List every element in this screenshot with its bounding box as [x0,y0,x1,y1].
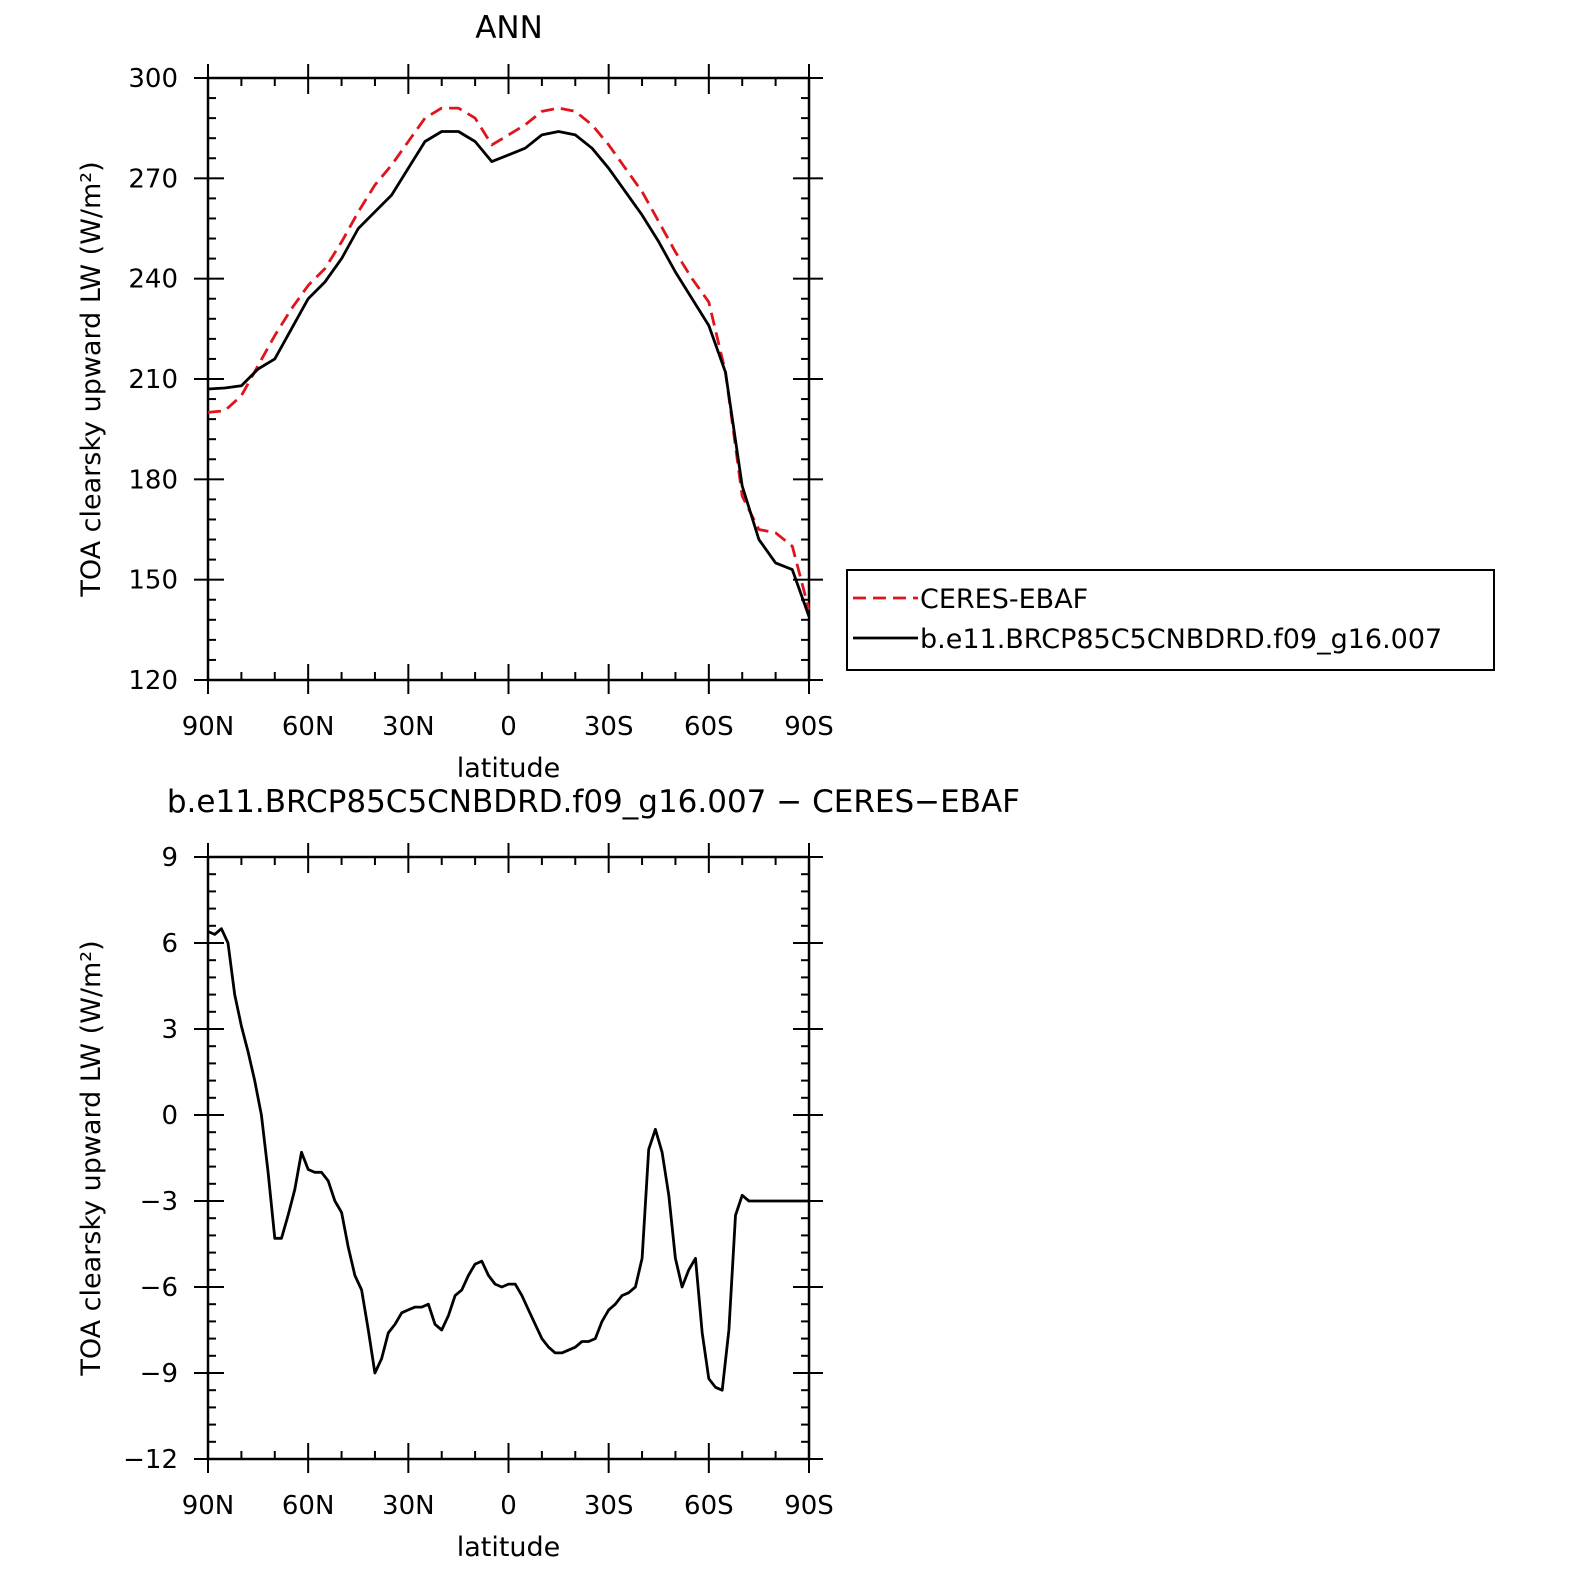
x-tick-label: 60S [684,712,734,742]
y-tick-label: −3 [140,1187,178,1217]
x-tick-label: 60S [684,1491,734,1521]
x-tick-label: 90S [784,1491,834,1521]
y-tick-label: 240 [128,265,178,295]
y-tick-label: 270 [128,164,178,194]
x-tick-label: 60N [282,712,335,742]
y-tick-label: 120 [128,666,178,696]
series-line-0 [207,927,809,1392]
legend: CERES-EBAF b.e11.BRCP85C5CNBDRD.f09_g16.0… [846,569,1495,671]
x-tick-label: 90N [182,1491,235,1521]
y-axis-label: TOA clearsky upward LW (W/m²) [76,161,107,597]
x-tick-label: 0 [500,712,517,742]
x-tick-label: 30N [382,1491,435,1521]
series-line-0 [207,106,811,611]
difference-panel: b.e11.BRCP85C5CNBDRD.f09_g16.007 − CERES… [76,784,1020,1563]
y-tick-label: 0 [161,1101,178,1131]
legend-box [846,569,1495,671]
y-axis-label: TOA clearsky upward LW (W/m²) [76,940,107,1376]
legend-entry: b.e11.BRCP85C5CNBDRD.f09_g16.007 [920,624,1442,655]
y-tick-label: 300 [128,64,178,94]
x-tick-label: 90N [182,712,235,742]
chart-title: b.e11.BRCP85C5CNBDRD.f09_g16.007 − CERES… [167,784,1020,820]
y-tick-label: 9 [161,843,178,873]
y-tick-label: 3 [161,1015,178,1045]
x-tick-label: 0 [500,1491,517,1521]
chart-title: ANN [475,10,543,46]
y-tick-label: −6 [140,1273,178,1303]
x-tick-label: 30N [382,712,435,742]
y-tick-label: −9 [140,1359,178,1389]
x-tick-label: 30S [584,1491,634,1521]
x-axis-label: latitude [457,753,561,784]
top-panel: ANN 90N 60N 30N 0 30S 60S 90S 120 150 180 210 240 270… [76,10,1495,784]
x-tick-label: 60N [282,1491,335,1521]
x-tick-label: 90S [784,712,834,742]
plot-frame [206,76,811,682]
x-axis-label: latitude [457,1532,561,1563]
y-tick-label: −12 [123,1445,178,1475]
y-tick-label: 6 [161,929,178,959]
series-line-1 [207,130,811,617]
x-tick-label: 30S [584,712,634,742]
y-tick-label: 210 [128,365,178,395]
plot-frame [206,855,811,1461]
y-tick-label: 150 [128,566,178,596]
legend-entry: CERES-EBAF [920,584,1088,615]
y-tick-label: 180 [128,465,178,495]
